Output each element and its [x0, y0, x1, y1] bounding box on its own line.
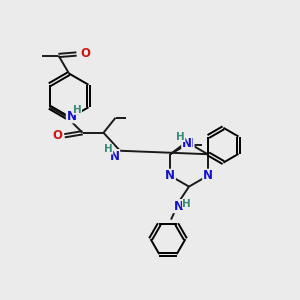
Text: N: N	[184, 137, 194, 150]
Text: H: H	[73, 105, 82, 115]
Text: N: N	[182, 137, 192, 150]
Text: O: O	[52, 129, 62, 142]
Text: H: H	[176, 132, 185, 142]
Text: O: O	[80, 47, 90, 61]
Text: H: H	[104, 144, 113, 154]
Text: N: N	[165, 169, 175, 182]
Text: N: N	[173, 200, 184, 213]
Text: N: N	[203, 169, 213, 182]
Text: N: N	[110, 150, 120, 163]
Text: N: N	[66, 110, 76, 123]
Text: H: H	[182, 199, 191, 209]
